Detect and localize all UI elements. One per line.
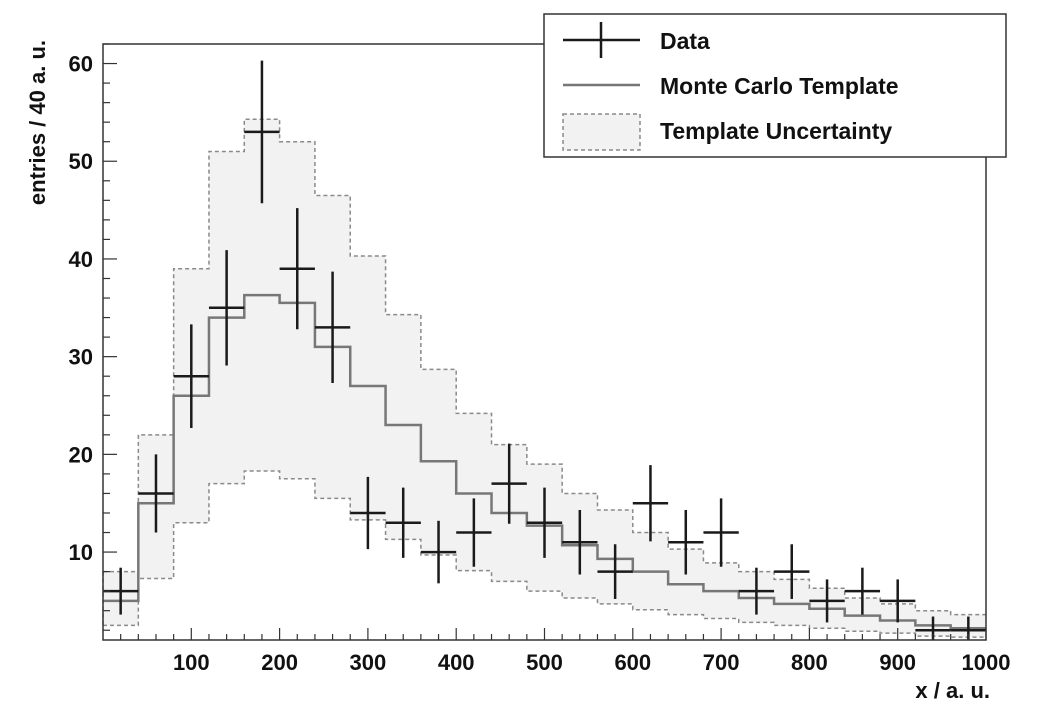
data-point	[809, 579, 845, 623]
x-tick-label: 300	[350, 650, 387, 675]
x-axis-title: x / a. u.	[915, 678, 990, 702]
data-point	[208, 250, 245, 366]
data-point	[244, 60, 280, 204]
uncertainty-band-lower	[103, 470, 986, 638]
y-tick-label: 40	[69, 247, 93, 272]
data-point	[668, 510, 704, 575]
x-tick-label: 700	[703, 650, 740, 675]
x-axis-ticks: 100 200 300 400 500 600 700 800 900 1000	[120, 628, 1011, 675]
data-point	[844, 567, 881, 615]
data-point	[597, 544, 633, 599]
legend-label-monte-carlo: Monte Carlo Template	[660, 73, 899, 99]
x-tick-label: 800	[791, 650, 828, 675]
data-point	[385, 487, 421, 558]
data-point	[279, 208, 315, 330]
legend-label-uncertainty: Template Uncertainty	[660, 118, 892, 144]
y-tick-label: 10	[69, 540, 93, 565]
data-point	[173, 324, 209, 428]
data-point	[138, 454, 174, 533]
y-axis-ticks: 10 20 30 40 50 60	[69, 43, 117, 631]
legend-marker-data	[563, 22, 640, 58]
y-axis-title: entries / 40 a. u.	[25, 40, 50, 205]
data-point	[526, 487, 563, 558]
x-tick-label: 100	[173, 650, 210, 675]
data-point	[314, 271, 351, 384]
legend-marker-uncertainty	[562, 113, 641, 151]
y-tick-label: 30	[69, 345, 93, 370]
x-tick-label: 500	[526, 650, 563, 675]
data-points	[103, 60, 986, 640]
data-point	[880, 579, 916, 623]
data-point	[703, 498, 739, 567]
data-point	[456, 498, 492, 567]
data-point	[491, 443, 527, 524]
x-tick-label: 200	[261, 650, 298, 675]
x-tick-label: 1000	[962, 650, 1011, 675]
data-point	[738, 567, 775, 615]
x-tick-label: 900	[879, 650, 916, 675]
data-point	[350, 476, 386, 550]
y-tick-label: 50	[69, 149, 93, 174]
legend: Data Monte Carlo Template Template Uncer…	[543, 13, 1007, 158]
y-tick-label: 20	[69, 442, 93, 467]
data-point	[774, 544, 810, 599]
data-point	[562, 510, 598, 575]
legend-label-data: Data	[660, 28, 710, 54]
uncertainty-band-fill	[103, 119, 986, 638]
x-tick-label: 600	[614, 650, 651, 675]
x-tick-label: 400	[438, 650, 475, 675]
data-point	[420, 520, 457, 584]
data-point	[632, 465, 669, 542]
y-tick-label: 60	[69, 52, 93, 77]
